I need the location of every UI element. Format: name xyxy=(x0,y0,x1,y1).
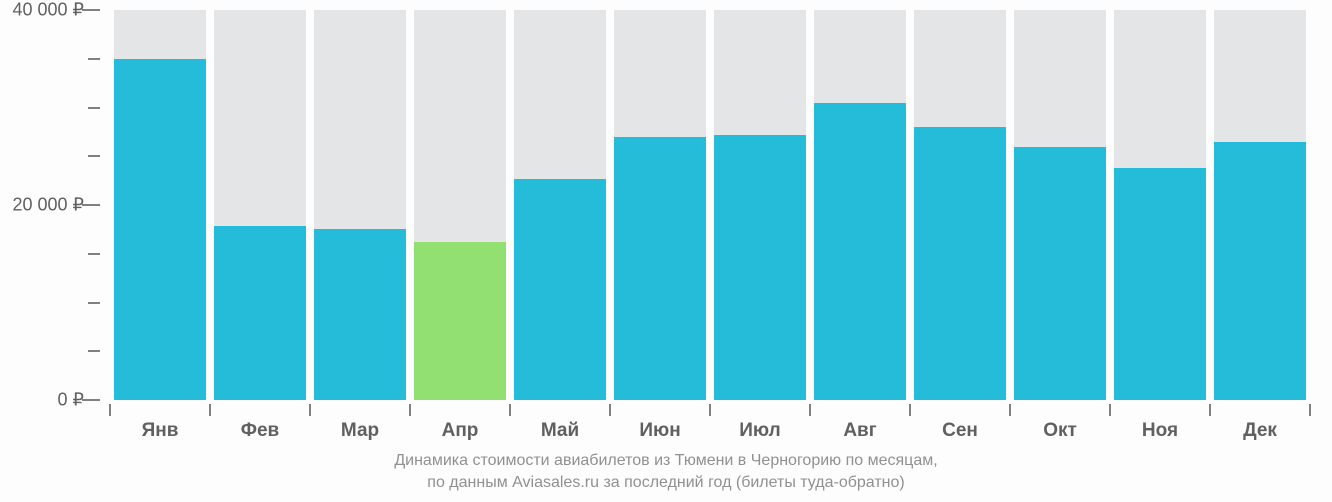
y-tick xyxy=(88,253,100,255)
y-tick xyxy=(88,302,100,304)
bar-value xyxy=(914,127,1006,400)
bar-value xyxy=(214,226,306,400)
x-tick xyxy=(1209,404,1211,416)
y-tick xyxy=(88,58,100,60)
bar-remainder xyxy=(114,10,206,59)
x-axis-label: Июн xyxy=(639,420,680,442)
bar-value xyxy=(314,229,406,400)
bar-remainder xyxy=(514,10,606,179)
y-tick xyxy=(82,399,100,401)
bar-slot xyxy=(414,10,506,400)
x-tick xyxy=(309,404,311,416)
x-tick xyxy=(709,404,711,416)
bar-value xyxy=(614,137,706,400)
bar-remainder xyxy=(714,10,806,135)
plot-area xyxy=(110,10,1310,400)
y-tick xyxy=(88,155,100,157)
bar-remainder xyxy=(314,10,406,229)
x-tick xyxy=(609,404,611,416)
bar-remainder xyxy=(914,10,1006,127)
x-tick xyxy=(1109,404,1111,416)
bar-remainder xyxy=(814,10,906,103)
caption-line2: по данным Aviasales.ru за последний год … xyxy=(0,472,1332,494)
x-axis: Янв Фев Мар Апр Май Июн Июл Авг Сен Окт Ноя Дек xyxy=(110,400,1310,450)
bar-value xyxy=(514,179,606,400)
bar-slot xyxy=(1114,10,1206,400)
y-axis-label: 0 ₽ xyxy=(58,390,84,411)
bar-slot xyxy=(314,10,406,400)
chart-container: 0 ₽20 000 ₽40 000 ₽ ЯнвФевМарАпрМайИюнИю… xyxy=(0,0,1332,502)
x-tick xyxy=(1009,404,1011,416)
bar-slot xyxy=(814,10,906,400)
bar-value xyxy=(1114,168,1206,400)
y-tick xyxy=(88,107,100,109)
x-axis-label: Янв xyxy=(142,420,179,442)
bar-remainder xyxy=(414,10,506,242)
bar-value xyxy=(814,103,906,400)
y-axis-label: 40 000 ₽ xyxy=(12,0,84,21)
x-axis-label: Май xyxy=(541,420,579,442)
x-axis-label: Сен xyxy=(942,420,978,442)
x-axis-label: Фев xyxy=(241,420,279,442)
bar-slot xyxy=(714,10,806,400)
x-tick xyxy=(1309,404,1311,416)
x-axis-label: Авг xyxy=(843,420,876,442)
bar-remainder xyxy=(1214,10,1306,142)
x-axis-label: Дек xyxy=(1243,420,1277,442)
bar-remainder xyxy=(614,10,706,137)
y-tick xyxy=(88,350,100,352)
bar-value xyxy=(1214,142,1306,400)
x-tick xyxy=(909,404,911,416)
x-axis-label: Мар xyxy=(341,420,379,442)
x-tick xyxy=(509,404,511,416)
x-tick xyxy=(109,404,111,416)
x-tick xyxy=(809,404,811,416)
bar-value xyxy=(114,59,206,400)
bar-value xyxy=(714,135,806,400)
x-axis-label: Окт xyxy=(1043,420,1077,442)
bar-slot xyxy=(914,10,1006,400)
bar-remainder xyxy=(1014,10,1106,147)
bar-slot xyxy=(614,10,706,400)
bar-value xyxy=(414,242,506,400)
y-axis-label: 20 000 ₽ xyxy=(12,195,84,216)
y-tick xyxy=(82,204,100,206)
bar-remainder xyxy=(1114,10,1206,168)
bar-remainder xyxy=(214,10,306,226)
caption-line1: Динамика стоимости авиабилетов из Тюмени… xyxy=(0,450,1332,472)
x-axis-label: Апр xyxy=(442,420,479,442)
y-axis: 0 ₽20 000 ₽40 000 ₽ xyxy=(0,10,110,400)
bar-slot xyxy=(114,10,206,400)
x-axis-label: Ноя xyxy=(1142,420,1178,442)
x-tick xyxy=(209,404,211,416)
bar-slot xyxy=(1214,10,1306,400)
x-axis-label: Июл xyxy=(739,420,780,442)
bar-slot xyxy=(214,10,306,400)
y-tick xyxy=(82,9,100,11)
bar-slot xyxy=(514,10,606,400)
bar-slot xyxy=(1014,10,1106,400)
bar-value xyxy=(1014,147,1106,401)
x-tick xyxy=(409,404,411,416)
